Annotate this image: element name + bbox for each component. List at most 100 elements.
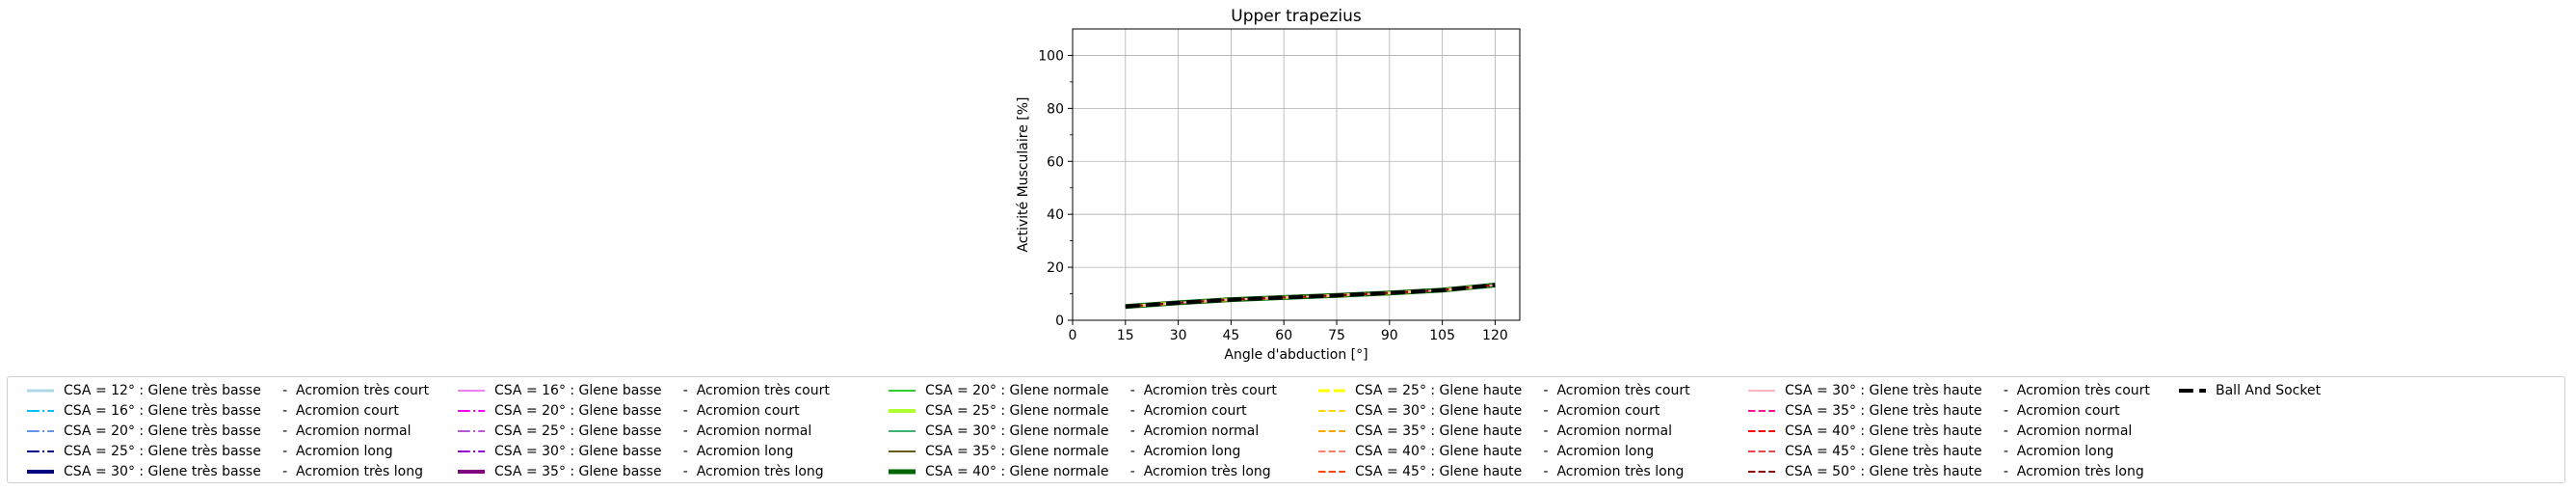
legend-swatch xyxy=(1318,471,1345,473)
legend-item: CSA = 40° : Glene normale - Acromion trè… xyxy=(889,462,1271,481)
legend-item: CSA = 40° : Glene haute - Acromion long xyxy=(1318,442,1654,461)
legend-swatch xyxy=(1748,471,1775,473)
legend-label: CSA = 30° : Glene très basse - Acromion … xyxy=(64,464,423,479)
legend-swatch xyxy=(458,410,485,412)
legend-label: CSA = 50° : Glene très haute - Acromion … xyxy=(1785,464,2144,479)
legend-swatch xyxy=(27,410,54,412)
legend-item: CSA = 30° : Glene basse - Acromion long xyxy=(458,442,793,461)
legend-swatch xyxy=(27,430,54,432)
legend-label: CSA = 16° : Glene très basse - Acromion … xyxy=(64,403,399,419)
chart-svg: 0 15 30 45 60 75 90 105 120 0 20 40 60 80 100 Upper tr… xyxy=(1016,7,1521,363)
legend-swatch xyxy=(27,450,54,452)
y-tick-label: 100 xyxy=(1038,48,1064,64)
chart-legend: CSA = 12° : Glene très basse - Acromion … xyxy=(7,376,2565,483)
legend-item: CSA = 30° : Glene très haute - Acromion … xyxy=(1748,381,2150,400)
legend-item: CSA = 45° : Glene très haute - Acromion … xyxy=(1748,442,2113,461)
legend-item: CSA = 35° : Glene très haute - Acromion … xyxy=(1748,401,2120,421)
legend-swatch xyxy=(27,389,54,393)
chart-title: Upper trapezius xyxy=(1231,7,1362,26)
legend-item: CSA = 20° : Glene normale - Acromion trè… xyxy=(889,381,1277,400)
x-tick-label: 30 xyxy=(1170,328,1187,343)
legend-label: CSA = 45° : Glene haute - Acromion très … xyxy=(1355,464,1685,479)
legend-swatch xyxy=(889,390,916,392)
legend-label: CSA = 40° : Glene haute - Acromion long xyxy=(1355,444,1655,459)
x-tick-label: 105 xyxy=(1429,328,1455,343)
legend-swatch xyxy=(458,450,485,452)
legend-label: CSA = 40° : Glene normale - Acromion trè… xyxy=(925,464,1271,479)
y-tick-label: 40 xyxy=(1047,207,1064,223)
y-tick-label: 80 xyxy=(1047,101,1064,117)
legend-swatch xyxy=(889,469,916,475)
legend-item: CSA = 50° : Glene très haute - Acromion … xyxy=(1748,462,2144,481)
grid xyxy=(1073,29,1520,320)
legend-label: CSA = 20° : Glene normale - Acromion trè… xyxy=(925,383,1277,398)
legend-item: CSA = 25° : Glene très basse - Acromion … xyxy=(27,442,393,461)
series-line xyxy=(1125,283,1496,309)
legend-label: CSA = 12° : Glene très basse - Acromion … xyxy=(64,383,430,398)
legend-label: CSA = 20° : Glene basse - Acromion court xyxy=(494,403,800,419)
legend-label: CSA = 25° : Glene haute - Acromion très … xyxy=(1355,383,1690,398)
y-axis-label: Activité Musculaire [%] xyxy=(1016,96,1031,252)
x-axis-label: Angle d'abduction [°] xyxy=(1224,347,1368,363)
legend-item: CSA = 25° : Glene haute - Acromion très … xyxy=(1318,381,1690,400)
legend-item: CSA = 16° : Glene très basse - Acromion … xyxy=(27,401,399,421)
legend-swatch xyxy=(458,390,485,392)
legend-swatch xyxy=(889,450,916,452)
plot-area xyxy=(1072,28,1521,321)
legend-item: CSA = 45° : Glene haute - Acromion très … xyxy=(1318,462,1684,481)
legend-item: CSA = 30° : Glene haute - Acromion court xyxy=(1318,401,1660,421)
x-tick-label: 45 xyxy=(1222,328,1239,343)
legend-label: CSA = 25° : Glene basse - Acromion norma… xyxy=(494,423,812,439)
legend-swatch xyxy=(1748,430,1775,432)
legend-swatch xyxy=(2179,389,2206,393)
x-tick-label: 15 xyxy=(1117,328,1134,343)
legend-label: CSA = 20° : Glene très basse - Acromion … xyxy=(64,423,412,439)
legend-swatch xyxy=(458,470,485,474)
legend-item: CSA = 12° : Glene très basse - Acromion … xyxy=(27,381,429,400)
legend-label: CSA = 35° : Glene basse - Acromion très … xyxy=(494,464,824,479)
legend-swatch xyxy=(458,430,485,432)
x-tick-label: 75 xyxy=(1328,328,1345,343)
legend-label: CSA = 30° : Glene normale - Acromion nor… xyxy=(925,423,1260,439)
legend-label: CSA = 40° : Glene très haute - Acromion … xyxy=(1785,423,2133,439)
legend-swatch xyxy=(889,430,916,432)
legend-label: CSA = 25° : Glene très basse - Acromion … xyxy=(64,444,393,459)
legend-label: CSA = 30° : Glene basse - Acromion long xyxy=(494,444,794,459)
x-tick-label: 60 xyxy=(1275,328,1292,343)
legend-item: CSA = 40° : Glene très haute - Acromion … xyxy=(1748,422,2132,441)
legend-swatch xyxy=(1318,450,1345,452)
legend-item: CSA = 35° : Glene haute - Acromion norma… xyxy=(1318,422,1672,441)
legend-swatch xyxy=(1748,390,1775,392)
legend-label: CSA = 45° : Glene très haute - Acromion … xyxy=(1785,444,2114,459)
x-tick-label: 0 xyxy=(1069,328,1077,343)
legend-label: CSA = 35° : Glene haute - Acromion norma… xyxy=(1355,423,1672,439)
legend-item: CSA = 30° : Glene très basse - Acromion … xyxy=(27,462,423,481)
legend-swatch xyxy=(27,470,54,474)
legend-label: CSA = 25° : Glene normale - Acromion cou… xyxy=(925,403,1247,419)
legend-label: CSA = 35° : Glene très haute - Acromion … xyxy=(1785,403,2120,419)
legend-item: CSA = 20° : Glene basse - Acromion court xyxy=(458,401,800,421)
axis-ticks: 0 15 30 45 60 75 90 105 120 0 20 40 60 80 100 xyxy=(1038,48,1508,343)
legend-item: CSA = 25° : Glene normale - Acromion cou… xyxy=(889,401,1247,421)
legend-swatch xyxy=(1318,410,1345,412)
y-tick-label: 20 xyxy=(1047,260,1064,276)
legend-item: CSA = 35° : Glene basse - Acromion très … xyxy=(458,462,824,481)
legend-swatch xyxy=(1318,389,1345,393)
y-tick-label: 60 xyxy=(1047,154,1064,170)
x-tick-label: 90 xyxy=(1381,328,1398,343)
x-tick-label: 120 xyxy=(1482,328,1508,343)
legend-item: CSA = 25° : Glene basse - Acromion norma… xyxy=(458,422,811,441)
y-tick-label: 0 xyxy=(1055,314,1064,329)
legend-swatch xyxy=(1748,450,1775,452)
series-lines xyxy=(1125,283,1496,310)
legend-label: CSA = 16° : Glene basse - Acromion très … xyxy=(494,383,830,398)
legend-swatch xyxy=(1318,430,1345,432)
legend-item: Ball And Socket xyxy=(2179,381,2321,400)
legend-label: CSA = 30° : Glene haute - Acromion court xyxy=(1355,403,1660,419)
legend-swatch xyxy=(889,409,916,413)
legend-item: CSA = 30° : Glene normale - Acromion nor… xyxy=(889,422,1259,441)
legend-item: CSA = 20° : Glene très basse - Acromion … xyxy=(27,422,412,441)
legend-label: CSA = 30° : Glene très haute - Acromion … xyxy=(1785,383,2150,398)
legend-item: CSA = 35° : Glene normale - Acromion lon… xyxy=(889,442,1240,461)
legend-label: Ball And Socket xyxy=(2216,383,2322,398)
